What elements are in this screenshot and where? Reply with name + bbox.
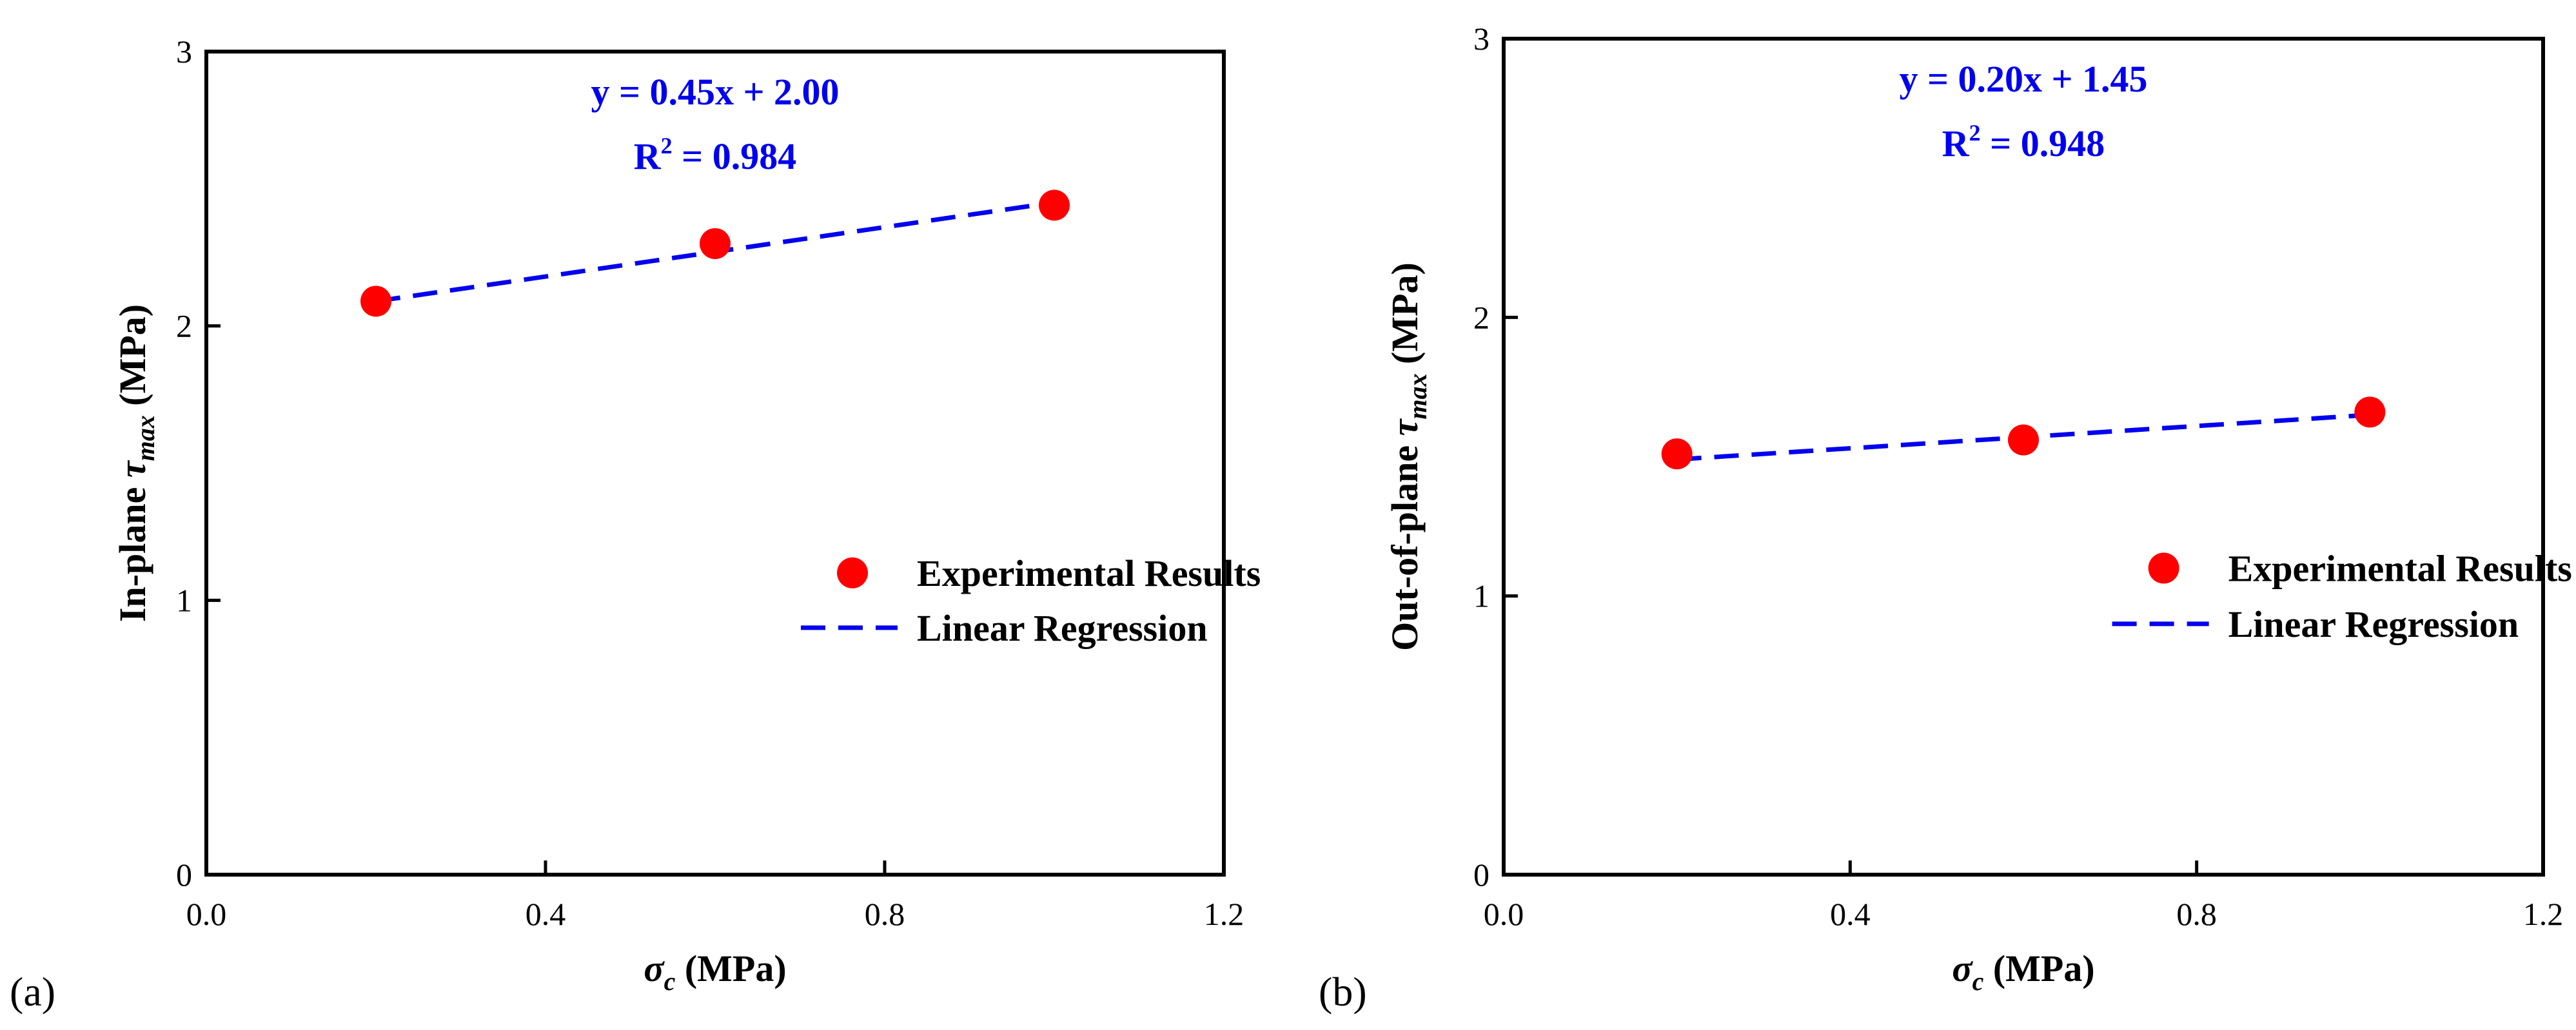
legend-label-points: Experimental Results	[2228, 547, 2572, 589]
y-tick-label: 1	[1473, 578, 1490, 614]
r-squared-label: R2 = 0.948	[1942, 120, 2105, 164]
y-axis-title: In-plane τmax (MPa)	[112, 304, 160, 622]
legend-label-line: Linear Regression	[2228, 603, 2519, 645]
x-axis-title: σc (MPa)	[1952, 947, 2094, 996]
y-tick-label: 2	[176, 308, 192, 344]
plot-frame	[1502, 37, 2545, 877]
x-axis-title: σc (MPa)	[644, 947, 786, 996]
x-tick-label: 1.2	[2523, 896, 2564, 932]
x-tick-label: 0.8	[2176, 896, 2217, 932]
y-tick-label: 1	[176, 582, 192, 618]
data-point	[1039, 189, 1070, 221]
x-tick-label: 0.0	[186, 896, 227, 932]
regression-equation: y = 0.45x + 2.00	[591, 71, 839, 113]
panel-label: (a)	[10, 969, 55, 1015]
legend-marker-points	[837, 557, 869, 588]
x-tick-label: 1.2	[1204, 896, 1244, 932]
plot-frame	[204, 50, 1226, 877]
regression-equation: y = 0.20x + 1.45	[1899, 58, 2147, 100]
x-tick-label: 0.8	[865, 896, 905, 932]
data-point	[1661, 438, 1693, 470]
y-tick-label: 3	[176, 34, 192, 70]
y-tick-label: 0	[176, 857, 192, 893]
y-tick-label: 3	[1473, 21, 1490, 57]
x-tick-label: 0.4	[1830, 896, 1871, 932]
data-point	[360, 286, 391, 317]
legend-label-line: Linear Regression	[917, 607, 1208, 649]
x-tick-label: 0.0	[1484, 896, 1524, 932]
data-point	[700, 228, 731, 259]
chart-panel-2: 0.0 0.4 0.8 1.2 0 1 2 3 y = 0.20x + 1.45 R2 = 0.9…	[1319, 21, 2572, 1015]
legend-marker-points	[2148, 552, 2179, 584]
legend-label-points: Experimental Results	[917, 552, 1261, 594]
data-point	[2354, 396, 2386, 428]
r-squared-label: R2 = 0.984	[634, 133, 796, 177]
panel-label: (b)	[1319, 969, 1367, 1015]
y-axis-title: Out-of-plane τmax (MPa)	[1384, 262, 1432, 651]
x-tick-label: 0.4	[526, 896, 566, 932]
y-tick-label: 2	[1473, 299, 1490, 335]
y-tick-label: 0	[1473, 857, 1490, 893]
data-point	[2008, 424, 2039, 456]
chart-panel-1: 0.0 0.4 0.8 1.2 0 1 2 3 y = 0.45x + 2.00 R2 = 0.9…	[10, 34, 1261, 1015]
